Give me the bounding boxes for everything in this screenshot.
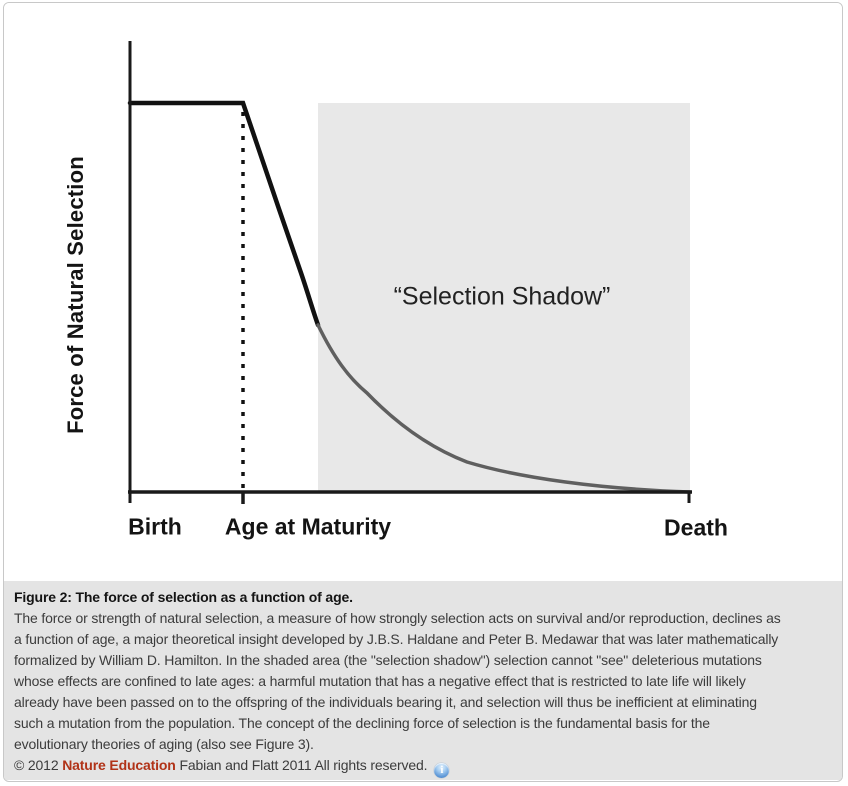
x-tick-label-birth: Birth — [128, 513, 182, 540]
x-tick-label-maturity: Age at Maturity — [224, 513, 392, 540]
selection-curve-plot — [127, 41, 692, 504]
caption-line: evolutionary theories of aging (also see… — [14, 736, 314, 752]
x-tick-label-death: Death — [664, 514, 728, 541]
caption-line: a function of age, a major theoretical i… — [14, 631, 779, 647]
caption-line: The force or strength of natural selecti… — [14, 610, 781, 626]
caption-line: formalized by William D. Hamilton. In th… — [14, 652, 762, 668]
selection-shadow-annotation: “Selection Shadow” — [393, 282, 611, 311]
figure-card: Force of Natural Selection “Selection Sh… — [3, 2, 843, 782]
y-axis-label: Force of Natural Selection — [63, 156, 88, 434]
info-icon[interactable]: i — [434, 763, 450, 778]
caption-title: Figure 2: The force of selection as a fu… — [14, 589, 353, 605]
caption-line: already have been passed on to the offsp… — [14, 694, 757, 710]
copyright-line: © 2012 Nature Education Fabian and Flatt… — [14, 755, 832, 778]
copyright-suffix: Fabian and Flatt 2011 All rights reserve… — [175, 757, 428, 773]
selection-force-chart: Force of Natural Selection “Selection Sh… — [4, 3, 842, 581]
info-icon-glyph: i — [440, 764, 444, 776]
figure-caption: Figure 2: The force of selection as a fu… — [4, 581, 842, 780]
caption-line: whose effects are confined to late ages:… — [14, 673, 746, 689]
selection-shadow-region — [318, 103, 690, 492]
publisher-link[interactable]: Nature Education — [62, 757, 176, 773]
force-curve-tail — [316, 323, 692, 494]
force-curve-steep — [127, 100, 321, 328]
caption-line: such a mutation from the population. The… — [14, 715, 710, 731]
copyright-prefix: © 2012 — [14, 757, 63, 773]
